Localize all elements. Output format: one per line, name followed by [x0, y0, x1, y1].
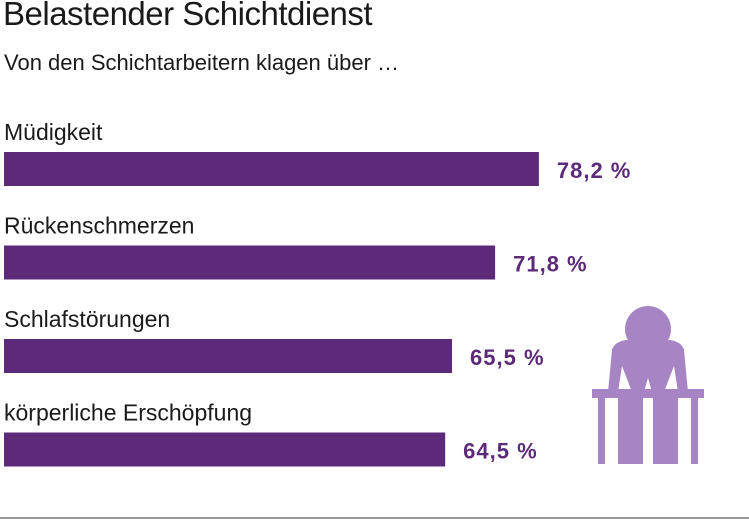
- category-label: körperliche Erschöpfung: [4, 400, 252, 426]
- bench-seat: [592, 389, 704, 398]
- figure-leg-right: [653, 398, 678, 464]
- figure-leg-left: [618, 398, 643, 464]
- value-label: 78,2 %: [557, 158, 632, 183]
- bench-leg-right: [691, 398, 698, 464]
- bench-leg-left: [598, 398, 605, 464]
- category-label: Schlafstörungen: [4, 306, 170, 332]
- value-label: 64,5 %: [463, 439, 538, 464]
- category-label: Müdigkeit: [4, 119, 103, 145]
- chart-title: Belastender Schichtdienst: [3, 0, 372, 32]
- bars-group: Müdigkeit 78,2 % Rückenschmerzen 71,8 % Schl…: [4, 119, 632, 467]
- bar: [4, 432, 446, 467]
- bar: [4, 245, 496, 280]
- value-label: 65,5 %: [470, 345, 545, 370]
- bar: [4, 152, 539, 186]
- category-label: Rückenschmerzen: [4, 213, 194, 239]
- chart-subtitle: Von den Schichtarbeitern klagen über …: [4, 50, 399, 75]
- bar: [4, 339, 453, 373]
- person-sitting-exhausted-icon: [592, 306, 704, 464]
- figure-torso: [608, 340, 688, 392]
- value-label: 71,8 %: [513, 252, 588, 277]
